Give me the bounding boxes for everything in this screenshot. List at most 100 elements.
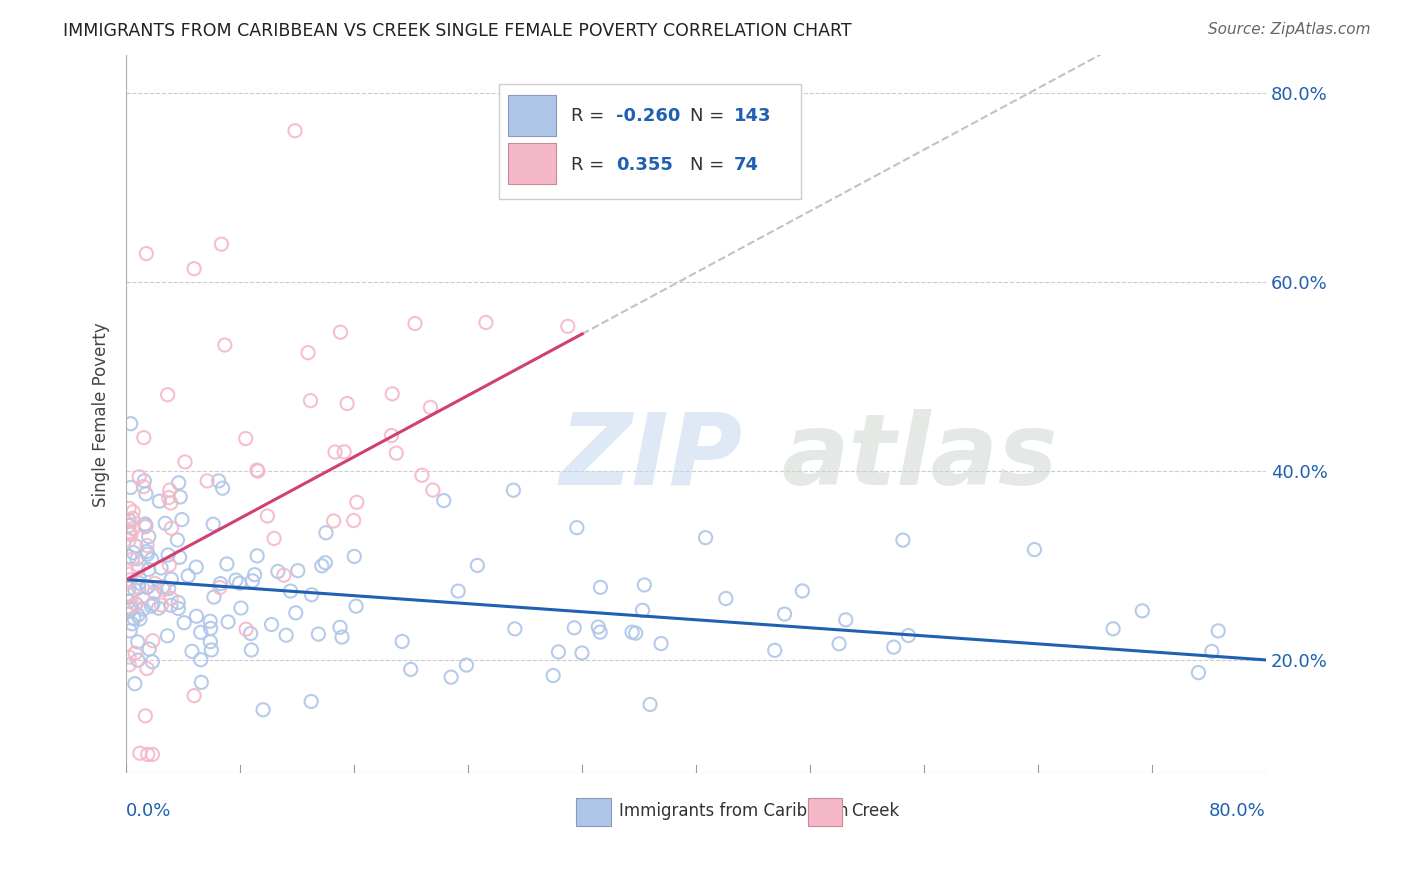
- Point: [385, 446, 408, 460]
- Point: [186, 560, 208, 574]
- Point: [562, 621, 585, 635]
- Point: [214, 338, 236, 352]
- Point: [167, 601, 190, 615]
- Point: [127, 608, 149, 623]
- Point: [169, 490, 191, 504]
- Point: [299, 694, 322, 708]
- Point: [200, 634, 222, 648]
- Point: [173, 615, 195, 630]
- Point: [135, 246, 157, 260]
- Point: [333, 445, 356, 459]
- Point: [122, 611, 145, 625]
- Point: [159, 483, 181, 497]
- Point: [422, 483, 444, 497]
- Point: [467, 558, 489, 573]
- Point: [118, 524, 141, 539]
- Point: [132, 431, 155, 445]
- Point: [135, 519, 157, 533]
- Point: [440, 670, 463, 684]
- Point: [143, 585, 166, 599]
- Point: [240, 643, 263, 657]
- Point: [121, 616, 143, 631]
- Point: [156, 388, 179, 402]
- Point: [695, 531, 717, 545]
- Text: Source: ZipAtlas.com: Source: ZipAtlas.com: [1208, 22, 1371, 37]
- Point: [714, 591, 737, 606]
- Point: [118, 650, 141, 665]
- Point: [299, 393, 322, 408]
- Point: [122, 546, 145, 560]
- Point: [897, 628, 920, 642]
- Point: [202, 590, 225, 604]
- Point: [246, 463, 269, 477]
- Point: [160, 591, 183, 606]
- Point: [380, 428, 402, 442]
- Point: [132, 591, 155, 605]
- Point: [246, 464, 269, 478]
- Point: [209, 576, 232, 591]
- Point: [159, 496, 181, 510]
- Point: [280, 584, 302, 599]
- Point: [633, 578, 655, 592]
- Point: [141, 552, 163, 566]
- Point: [1024, 542, 1046, 557]
- Point: [118, 599, 141, 614]
- Point: [118, 549, 141, 564]
- Point: [215, 557, 238, 571]
- Point: [134, 474, 156, 488]
- Point: [135, 661, 157, 675]
- Point: [183, 689, 205, 703]
- Point: [589, 625, 612, 640]
- Point: [150, 598, 173, 612]
- Point: [124, 582, 146, 597]
- Point: [121, 601, 143, 615]
- Text: 74: 74: [734, 156, 759, 174]
- Point: [202, 517, 225, 532]
- Point: [118, 513, 141, 527]
- Point: [411, 468, 433, 483]
- Point: [148, 494, 170, 508]
- Point: [343, 514, 366, 528]
- Text: 143: 143: [734, 107, 772, 125]
- Point: [284, 124, 307, 138]
- Point: [235, 432, 257, 446]
- Point: [128, 581, 150, 595]
- Point: [190, 675, 212, 690]
- Point: [118, 588, 141, 602]
- Point: [246, 549, 269, 563]
- Point: [127, 562, 149, 576]
- Point: [150, 561, 173, 575]
- Point: [200, 614, 222, 628]
- Text: N =: N =: [690, 107, 731, 125]
- Point: [256, 508, 278, 523]
- Point: [217, 615, 239, 629]
- Point: [1187, 665, 1209, 680]
- Point: [136, 747, 159, 762]
- Point: [177, 569, 200, 583]
- FancyBboxPatch shape: [576, 798, 610, 826]
- Point: [120, 417, 142, 431]
- Point: [297, 345, 319, 359]
- Point: [156, 629, 179, 643]
- Point: [124, 597, 146, 611]
- Point: [128, 571, 150, 585]
- Point: [124, 677, 146, 691]
- Point: [129, 746, 152, 760]
- Text: atlas: atlas: [782, 409, 1059, 506]
- Point: [138, 642, 160, 657]
- Point: [243, 567, 266, 582]
- Point: [773, 607, 796, 621]
- Point: [650, 636, 672, 650]
- Point: [503, 622, 526, 636]
- Point: [330, 630, 353, 644]
- Point: [273, 568, 295, 582]
- Point: [322, 514, 344, 528]
- Point: [132, 602, 155, 616]
- Point: [157, 582, 180, 596]
- Point: [235, 622, 257, 636]
- Point: [336, 396, 359, 410]
- Point: [157, 558, 180, 572]
- Point: [160, 572, 183, 586]
- Point: [211, 481, 233, 495]
- Point: [136, 580, 159, 594]
